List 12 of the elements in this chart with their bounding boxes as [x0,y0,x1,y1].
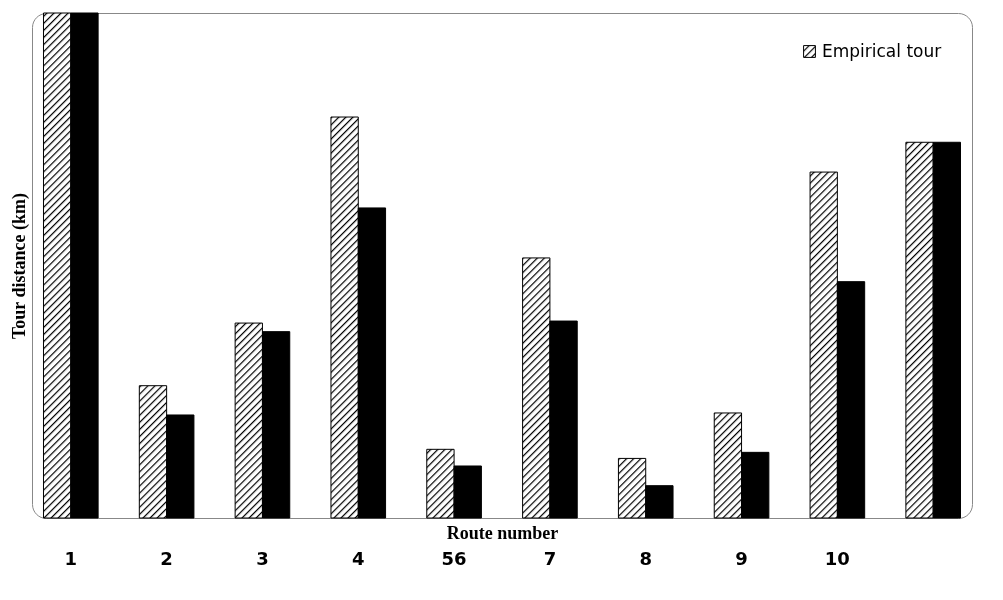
x-tick-label: 3 [256,547,269,569]
y-axis-title: Tour distance (km) [8,192,30,340]
x-tick-label: 56 [441,547,467,569]
x-tick-label: 10 [824,547,850,569]
legend-label: Empirical tour [822,40,942,61]
x-tick-label: 1 [64,547,78,569]
x-tick-label: 7 [543,547,557,569]
x-tick-label: 9 [735,547,748,569]
x-tick-label: 4 [352,547,365,569]
x-tick-label: 2 [160,547,173,569]
x-axis-title: Route number [446,522,559,543]
x-tick-label: 8 [639,547,652,569]
